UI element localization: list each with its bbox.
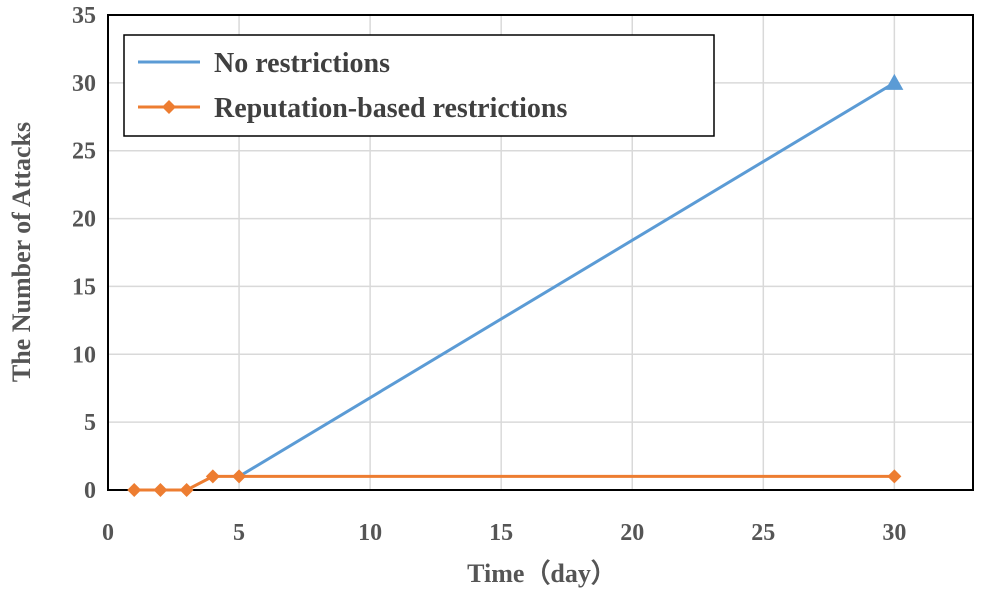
y-tick-label: 5	[84, 410, 96, 436]
data-point-diamond	[162, 100, 176, 114]
series-layer	[127, 73, 904, 497]
legend-label: No restrictions	[214, 48, 390, 79]
series-no-restrictions	[238, 73, 904, 478]
x-tick-label: 20	[620, 520, 644, 546]
y-tick-label: 35	[72, 3, 96, 29]
series-reputation-based-restrictions	[127, 469, 902, 497]
plot-area-border	[107, 14, 974, 491]
x-axis-title: Time（day）	[467, 559, 617, 588]
x-tick-label: 10	[358, 520, 382, 546]
y-axis-title: The Number of Attacks	[7, 122, 36, 382]
series-line	[134, 474, 895, 492]
data-point-diamond	[887, 469, 902, 484]
x-tick-label: 30	[882, 520, 906, 546]
series-line	[238, 81, 896, 478]
legend-label: Reputation-based restrictions	[214, 93, 567, 124]
data-point-diamond	[127, 483, 142, 497]
y-tick-label: 15	[72, 274, 96, 300]
data-point-diamond	[232, 469, 247, 484]
tick-labels: 0 5 10 15 20 25 30 35 0 5 10 15 20 25 30	[72, 3, 906, 546]
data-point-diamond	[153, 483, 168, 497]
legend-box	[123, 34, 715, 137]
data-point-diamond	[179, 483, 194, 497]
x-tick-label: 25	[751, 520, 775, 546]
y-tick-label: 25	[72, 139, 96, 165]
y-tick-label: 0	[84, 478, 96, 504]
x-tick-label: 5	[233, 520, 245, 546]
y-tick-label: 20	[72, 207, 96, 233]
y-tick-label: 10	[72, 342, 96, 368]
legend: No restrictions Reputation-based restrict…	[123, 34, 715, 137]
y-tick-label: 30	[72, 71, 96, 97]
x-tick-label: 15	[489, 520, 513, 546]
data-point-diamond	[205, 469, 220, 484]
data-point-triangle	[885, 73, 904, 90]
x-tick-label: 0	[102, 520, 114, 546]
